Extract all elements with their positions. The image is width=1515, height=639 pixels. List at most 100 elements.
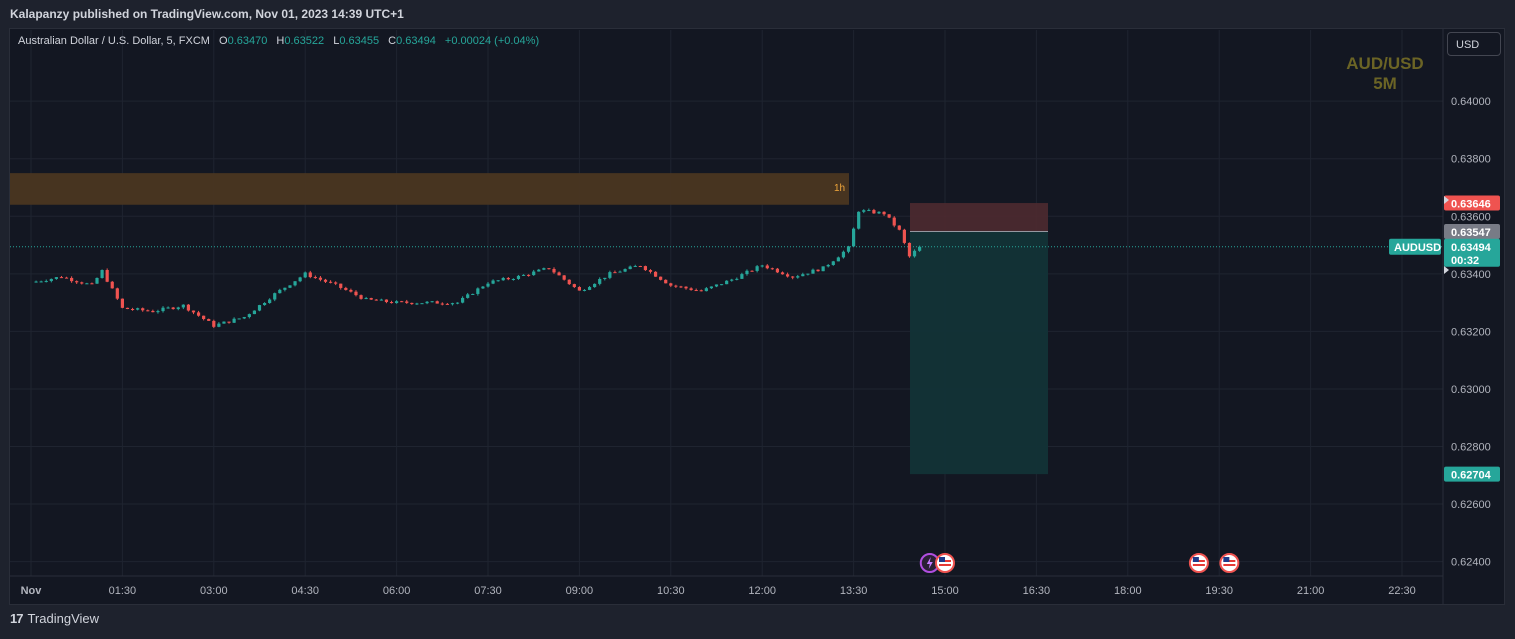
candle-body (450, 303, 455, 305)
candle-body (288, 285, 292, 288)
candle-body (593, 283, 597, 288)
entry-price-tag-text: 0.63547 (1451, 227, 1491, 239)
candle-body (633, 266, 637, 268)
candle-body (496, 280, 500, 282)
candle-body (395, 301, 399, 304)
candle-body (872, 210, 876, 214)
time-tick-label: 19:30 (1205, 585, 1233, 597)
candle-body (59, 277, 64, 279)
footer-brand[interactable]: 17 TradingView (10, 611, 99, 626)
candle-body (567, 279, 571, 285)
time-tick-label: 10:30 (657, 585, 685, 597)
candle-body (572, 284, 576, 288)
candle-body (466, 294, 470, 298)
candle-body (821, 266, 825, 272)
candle-body (344, 287, 348, 290)
candle-body (105, 270, 109, 282)
candle-body (780, 272, 785, 275)
candle-body (339, 283, 343, 288)
candle-body (323, 279, 328, 282)
current-price-tag (1444, 238, 1500, 267)
candle-body (877, 211, 881, 214)
candle-body (735, 278, 739, 280)
price-tick-label: 0.62800 (1451, 442, 1491, 454)
candle-body (308, 272, 312, 278)
candle-body (725, 280, 729, 285)
high-label: H (276, 35, 285, 47)
candle-body (262, 303, 267, 306)
candle-body (455, 302, 460, 304)
candle-body (704, 288, 708, 292)
us-flag-icon[interactable] (935, 553, 955, 573)
candle-body (379, 299, 383, 301)
candle-body (796, 276, 800, 278)
candle-body (186, 304, 191, 311)
candle-body (283, 287, 287, 290)
time-tick-label: 06:00 (383, 585, 411, 597)
open-label: O (219, 35, 228, 47)
stop-price-tag (1444, 195, 1500, 211)
candle-body (471, 293, 475, 295)
take-profit-zone (910, 231, 1048, 475)
candle-body (384, 299, 389, 303)
candle-body (318, 277, 323, 280)
candle-body (719, 284, 724, 286)
candle-body (298, 277, 302, 282)
time-tick-label: 18:00 (1114, 585, 1142, 597)
current-price-tag-text: 00:32 (1451, 255, 1479, 267)
candle-body (841, 251, 846, 258)
candle-body (857, 211, 861, 229)
candle-body (552, 268, 556, 273)
candle-body (709, 286, 714, 289)
candle-body (638, 266, 642, 268)
candle-body (648, 270, 653, 272)
candle-body (603, 277, 607, 279)
candle-body (801, 274, 805, 277)
candle-body (54, 277, 58, 279)
candle-body (95, 277, 99, 284)
candle-body (75, 281, 79, 283)
us-flag-icon[interactable] (1219, 553, 1240, 573)
candle-body (461, 297, 465, 303)
candle-body (405, 301, 409, 303)
low-label: L (333, 35, 340, 47)
candle-body (516, 275, 521, 279)
candle-body (653, 271, 658, 277)
candle-body (196, 312, 201, 316)
candle-body (181, 304, 185, 308)
candle-body (694, 290, 698, 292)
time-tick-label: 15:00 (931, 585, 959, 597)
candle-body (527, 274, 531, 276)
candle-body (359, 295, 363, 299)
candle-body (70, 277, 74, 282)
candle-body (227, 321, 231, 323)
candle-body (44, 281, 48, 283)
candle-body (166, 307, 170, 309)
candle-body (836, 257, 840, 262)
stop-price-tag-text: 0.63646 (1451, 199, 1491, 211)
candle-body (714, 284, 719, 287)
candle-body (49, 278, 53, 282)
candle-body (125, 307, 130, 310)
candle-body (232, 318, 236, 323)
close-label: C (388, 35, 397, 47)
candle-body (745, 270, 749, 275)
entry-price-tag (1444, 224, 1500, 240)
price-tick-label: 0.63800 (1451, 154, 1491, 166)
candle-body (100, 270, 104, 278)
watermark-pair: AUD/USD (1346, 54, 1424, 73)
candle-body (892, 217, 896, 226)
time-tick-label: 22:30 (1388, 585, 1416, 597)
candle-body (415, 303, 419, 305)
candle-body (785, 274, 790, 277)
candle-body (537, 269, 541, 272)
candle-body (867, 210, 871, 212)
candle-body (420, 303, 424, 305)
target-price-tag-text: 0.62704 (1451, 470, 1492, 482)
candle-body (674, 285, 678, 287)
us-flag-icon[interactable] (1188, 553, 1209, 573)
currency-button[interactable]: USD (1447, 32, 1501, 56)
candle-body (217, 323, 221, 327)
candle-body (110, 281, 114, 289)
